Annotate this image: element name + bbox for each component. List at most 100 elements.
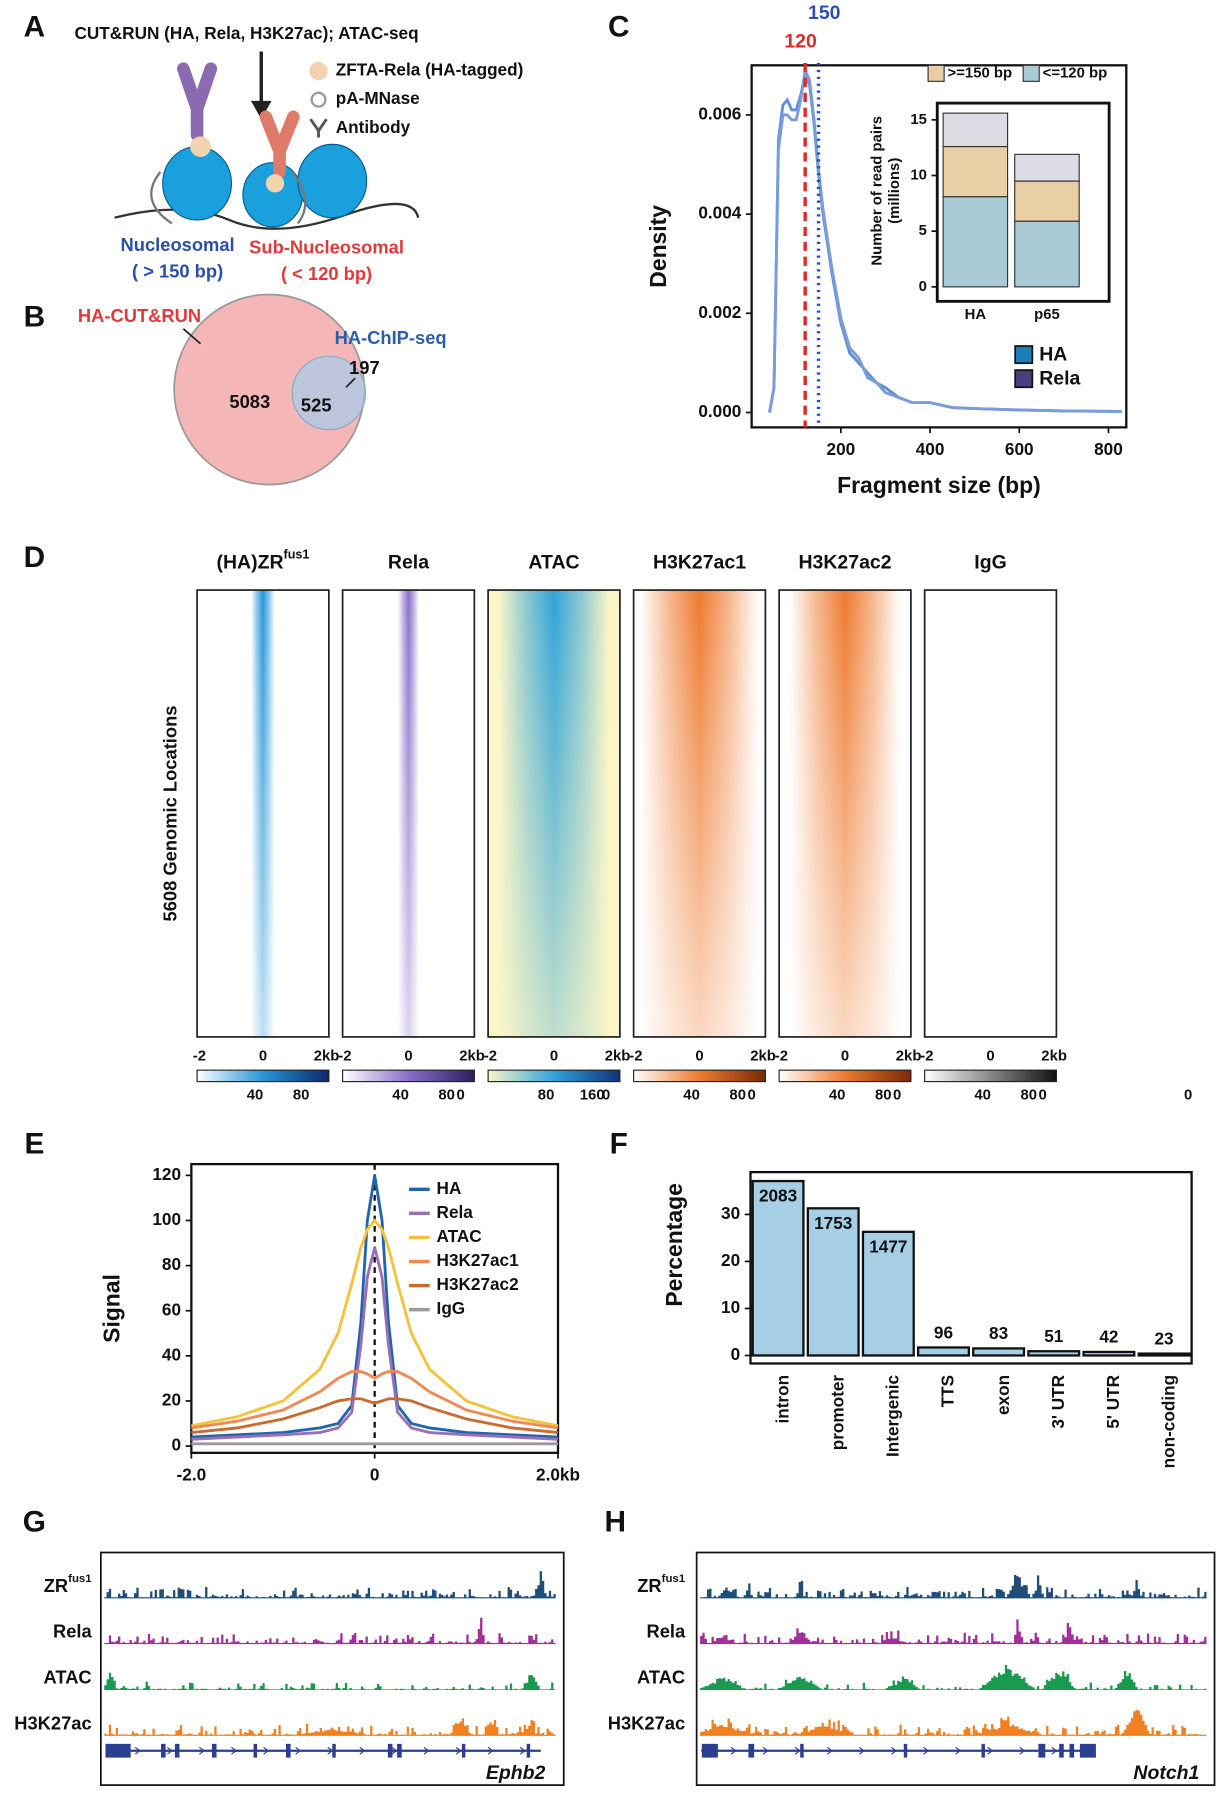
bar-segment <box>942 145 1009 198</box>
x-tick-label: non-coding <box>1158 1375 1178 1468</box>
count-label: 96 <box>934 1322 953 1342</box>
strand-arrow <box>134 1746 141 1755</box>
bar-segment <box>942 196 1009 288</box>
track-label: ZRfus1 <box>44 1573 93 1596</box>
legend-icon <box>309 118 328 138</box>
track-label: ATAC <box>637 1666 685 1687</box>
legend-label: ZFTA-Rela (HA-tagged) <box>336 60 524 80</box>
signal-track <box>104 1617 556 1645</box>
y-tick-label: 0 <box>171 1435 181 1455</box>
x-tick-label: intron <box>772 1375 792 1424</box>
y-tick-label: 60 <box>162 1299 181 1319</box>
bar <box>972 1347 1026 1357</box>
y-tick-label: 30 <box>721 1203 740 1223</box>
legend-label: Antibody <box>336 117 411 137</box>
colorbar-label: 0 <box>456 1087 464 1103</box>
venn-label: HA-CUT&RUN <box>78 305 201 326</box>
heatmap-frame <box>632 589 767 1038</box>
exon <box>332 1743 336 1758</box>
x-tick-label: 2kb <box>896 1048 922 1064</box>
bar-segment <box>1014 220 1080 288</box>
exon <box>1038 1743 1046 1758</box>
signal-track <box>700 1619 1207 1645</box>
legend-label: <=120 bp <box>1043 65 1108 81</box>
count-label: 23 <box>1154 1328 1173 1348</box>
legend-label: ATAC <box>437 1226 482 1246</box>
x-tick-label: -2 <box>484 1048 497 1064</box>
signal-track <box>104 1672 556 1691</box>
x-tick-label: HA <box>965 307 987 323</box>
y-axis-label: Percentage <box>661 1183 687 1307</box>
legend-label: Rela <box>1039 367 1080 389</box>
x-tick-label: 200 <box>827 439 856 459</box>
leader-line <box>182 328 202 345</box>
x-axis-label: Fragment size (bp) <box>837 472 1041 498</box>
y-tick-label: 0.004 <box>698 203 741 223</box>
heatmap-bg <box>924 590 1057 1037</box>
count-label: 2083 <box>759 1186 797 1206</box>
leader-line <box>345 377 356 388</box>
colorbar-label: 80 <box>875 1087 892 1103</box>
axes-frame <box>749 1170 1193 1365</box>
axes-frame <box>99 1551 565 1786</box>
line <box>191 1397 559 1434</box>
line <box>191 1218 559 1428</box>
bar <box>806 1207 860 1357</box>
strand-arrow <box>826 1746 833 1755</box>
legend-label: >=150 bp <box>948 65 1013 81</box>
strand-arrow <box>166 1746 173 1755</box>
strand-arrow <box>762 1746 769 1755</box>
bar <box>1027 1350 1081 1357</box>
strand-arrow <box>858 1746 865 1755</box>
colorbar-label: 40 <box>683 1087 700 1103</box>
x-tick-label: 5' UTR <box>1103 1374 1123 1428</box>
panel-label: G <box>23 1506 46 1539</box>
cut-arrow <box>150 171 173 225</box>
exon <box>397 1743 402 1758</box>
exon <box>1069 1743 1075 1758</box>
exon <box>800 1743 804 1758</box>
bar-segment <box>1014 180 1080 222</box>
colorbar-label: 0 <box>1039 1087 1047 1103</box>
signal-track <box>104 1718 556 1736</box>
track-label: H3K27ac <box>14 1712 91 1733</box>
heatmap-fade <box>488 590 620 1037</box>
x-tick-label: 2.0kb <box>536 1464 580 1484</box>
legend-label: H3K27ac1 <box>437 1250 520 1270</box>
heatmap-frame <box>196 589 330 1038</box>
colorbar-label: 80 <box>538 1087 555 1103</box>
antibody <box>177 62 218 142</box>
y-tick-label: 40 <box>162 1344 181 1364</box>
strand-arrow <box>199 1746 205 1755</box>
strand-arrow <box>327 1746 334 1755</box>
heatmap-title: (HA)ZRfus1 <box>216 548 309 574</box>
y-tick-label: 100 <box>152 1209 181 1229</box>
colorbar <box>778 1069 912 1083</box>
nucleosome <box>162 146 233 221</box>
venn-count: 197 <box>349 357 380 378</box>
count-label: 83 <box>989 1323 1008 1343</box>
x-tick-label: -2 <box>193 1048 206 1064</box>
colorbar-label: 80 <box>1020 1087 1037 1103</box>
protein <box>265 174 285 193</box>
x-tick-label: TTS <box>938 1375 958 1407</box>
y-tick-label: 0.000 <box>698 401 741 421</box>
exon <box>161 1743 166 1758</box>
label: ( < 120 bp) <box>281 263 372 284</box>
exon <box>387 1743 393 1758</box>
strand-arrow <box>295 1746 302 1755</box>
x-tick-label: -2 <box>920 1048 933 1064</box>
exon <box>461 1743 466 1758</box>
venn-count: 5083 <box>229 391 270 412</box>
legend-label: Rela <box>437 1202 474 1222</box>
count-label: 51 <box>1044 1326 1064 1346</box>
colorbar-label: 40 <box>392 1087 409 1103</box>
exon <box>903 1743 908 1758</box>
x-tick-label: 0 <box>986 1048 994 1064</box>
y-tick-label: 15 <box>910 112 927 128</box>
line <box>191 1247 559 1441</box>
strand-arrow <box>359 1746 366 1755</box>
strand-arrow <box>891 1746 897 1755</box>
heatmap-title: H3K27ac2 <box>798 552 891 574</box>
